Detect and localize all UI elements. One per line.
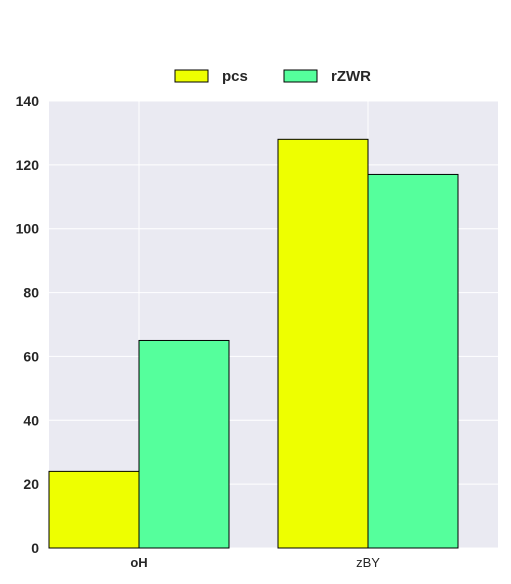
y-tick-label: 20 xyxy=(23,476,39,492)
y-tick-label: 100 xyxy=(16,221,40,237)
y-tick-label: 60 xyxy=(23,348,39,364)
x-tick-label: zBY xyxy=(356,555,380,570)
legend-label-rZWR: rZWR xyxy=(331,68,371,85)
y-tick-label: 0 xyxy=(31,540,39,556)
bars xyxy=(48,138,459,549)
y-tick-label: 80 xyxy=(23,285,39,301)
x-tick-label: oH xyxy=(130,555,147,570)
y-tick-label: 140 xyxy=(16,93,40,109)
legend-label-pcs: pcs xyxy=(222,68,248,85)
y-tick-label: 40 xyxy=(23,412,39,428)
y-axis-ticks: 0 20 40 60 80 100 120 140 xyxy=(16,93,40,556)
legend-swatch-rZWR xyxy=(283,69,318,83)
bar-pcs-zBY xyxy=(277,138,369,549)
bar-rZWR-zBY xyxy=(367,173,459,549)
x-axis-ticks: oH zBY xyxy=(130,555,380,570)
legend: pcs rZWR xyxy=(174,68,371,85)
legend-swatch-pcs xyxy=(174,69,209,83)
bar-rZWR-oH xyxy=(138,339,230,549)
y-tick-label: 120 xyxy=(16,157,40,173)
bar-pcs-oH xyxy=(48,470,140,549)
